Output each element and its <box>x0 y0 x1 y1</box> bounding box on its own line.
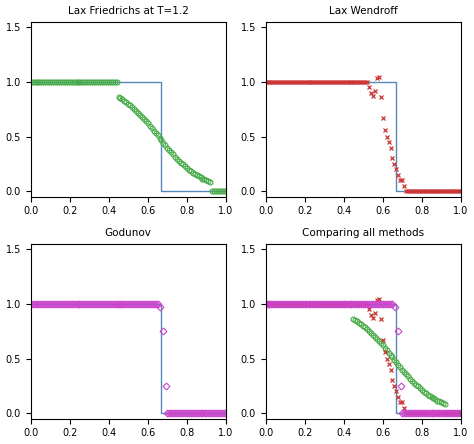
Title: Comparing all methods: Comparing all methods <box>302 228 424 238</box>
Title: Lax Friedrichs at T=1.2: Lax Friedrichs at T=1.2 <box>68 6 189 16</box>
Title: Lax Wendroff: Lax Wendroff <box>329 6 398 16</box>
Title: Godunov: Godunov <box>105 228 152 238</box>
